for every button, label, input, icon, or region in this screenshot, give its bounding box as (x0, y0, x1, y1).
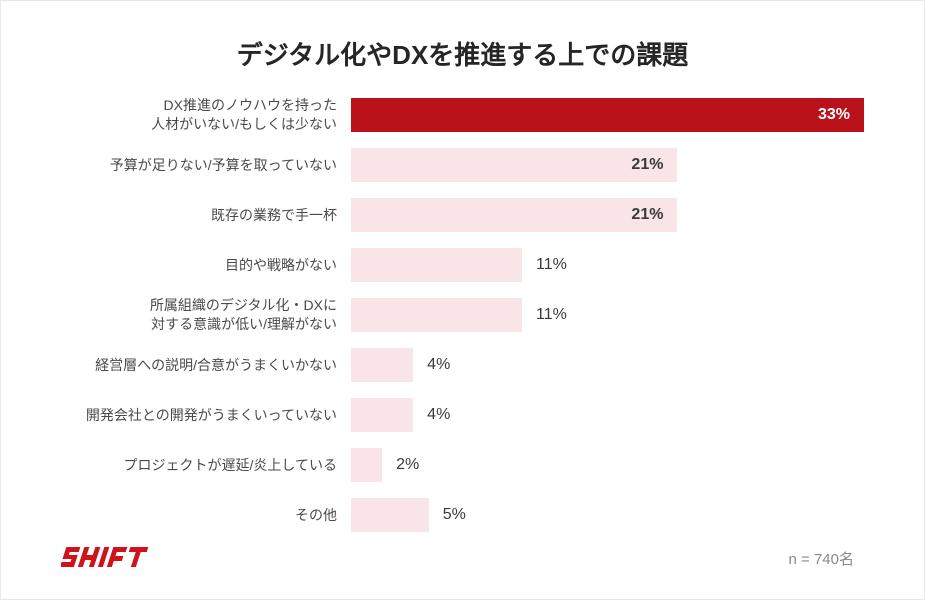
chart-track: 2% (351, 448, 864, 482)
chart-value-label: 4% (413, 356, 450, 374)
chart-track: 5% (351, 498, 864, 532)
chart-value-label: 33% (818, 106, 864, 124)
chart-category-label: 既存の業務で手一杯 (61, 206, 351, 225)
chart-track: 11% (351, 298, 864, 332)
chart-track: 4% (351, 398, 864, 432)
chart-track: 4% (351, 348, 864, 382)
chart-category-label: 開発会社との開発がうまくいっていない (61, 406, 351, 425)
chart-row: 予算が足りない/予算を取っていない 21% (61, 140, 864, 190)
chart-track: 21% (351, 148, 864, 182)
chart-bar (351, 498, 429, 532)
chart-category-label: その他 (61, 506, 351, 525)
chart-category-label: 予算が足りない/予算を取っていない (61, 156, 351, 175)
chart-value-label: 5% (429, 506, 466, 524)
chart-bar (351, 248, 522, 282)
chart-value-label: 11% (522, 256, 567, 274)
chart-track: 11% (351, 248, 864, 282)
chart-category-label: 目的や戦略がない (61, 256, 351, 275)
bar-chart: DX推進のノウハウを持った人材がいない/もしくは少ない 33% 予算が足りない/予算… (61, 90, 864, 540)
brand-logo (61, 545, 171, 571)
chart-category-label: DX推進のノウハウを持った人材がいない/もしくは少ない (61, 96, 351, 134)
chart-row: その他 5% (61, 490, 864, 540)
chart-category-label-line2: 人材がいない/もしくは少ない (151, 116, 337, 132)
chart-bar: 21% (351, 198, 677, 232)
sample-size-note: n = 740名 (789, 548, 854, 569)
chart-row: プロジェクトが遅延/炎上している 2% (61, 440, 864, 490)
chart-category-label: 経営層への説明/合意がうまくいかない (61, 356, 351, 375)
chart-bar (351, 348, 413, 382)
chart-row: 目的や戦略がない 11% (61, 240, 864, 290)
chart-value-label: 2% (382, 456, 419, 474)
chart-track: 21% (351, 198, 864, 232)
chart-row: 開発会社との開発がうまくいっていない 4% (61, 390, 864, 440)
chart-bar (351, 298, 522, 332)
chart-category-label-line2: 対する意識が低い/理解がない (151, 316, 337, 332)
chart-value-label: 11% (522, 306, 567, 324)
chart-row: 経営層への説明/合意がうまくいかない 4% (61, 340, 864, 390)
chart-row: 既存の業務で手一杯 21% (61, 190, 864, 240)
slide: デジタル化やDXを推進する上での課題 DX推進のノウハウを持った人材がいない/も… (0, 0, 925, 600)
chart-category-label: 所属組織のデジタル化・DXに対する意識が低い/理解がない (61, 296, 351, 334)
chart-track: 33% (351, 98, 864, 132)
chart-value-label: 21% (631, 206, 677, 224)
chart-bar (351, 398, 413, 432)
chart-row: 所属組織のデジタル化・DXに対する意識が低い/理解がない 11% (61, 290, 864, 340)
chart-bar: 33% (351, 98, 864, 132)
chart-row: DX推進のノウハウを持った人材がいない/もしくは少ない 33% (61, 90, 864, 140)
chart-bar: 21% (351, 148, 677, 182)
chart-bar (351, 448, 382, 482)
chart-value-label: 4% (413, 406, 450, 424)
chart-category-label: プロジェクトが遅延/炎上している (61, 456, 351, 475)
chart-value-label: 21% (631, 156, 677, 174)
chart-title: デジタル化やDXを推進する上での課題 (61, 35, 864, 72)
